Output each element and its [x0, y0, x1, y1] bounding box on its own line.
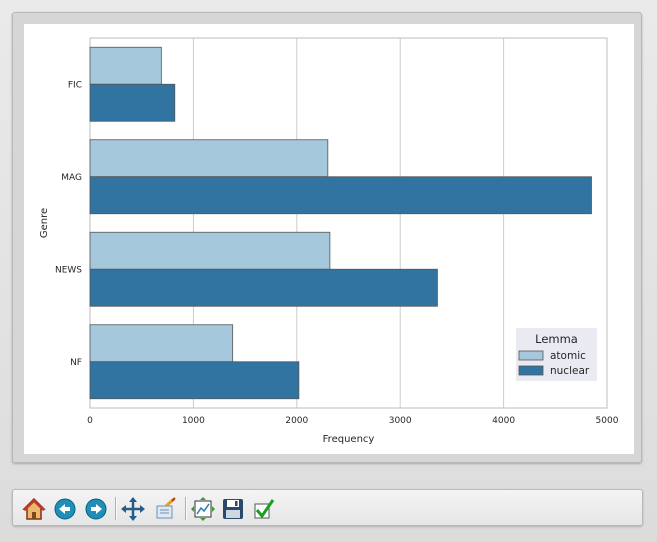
y-tick-label: FIC [68, 80, 82, 90]
bar-nuclear-nf [89, 361, 300, 400]
floppy-disk-icon [223, 499, 243, 519]
y-tick-label: NF [70, 358, 82, 368]
legend-swatch-nuclear [518, 365, 544, 376]
pan-button[interactable] [120, 496, 146, 522]
figure-window: FIC MAG NEWS NF 0 1000 2000 3000 4000 5000 Frequen… [12, 12, 642, 463]
plot-frame [89, 37, 608, 409]
legend-label-nuclear: nuclear [550, 365, 590, 377]
x-tick-label: 3000 [389, 416, 412, 426]
x-tick-label: 5000 [596, 416, 619, 426]
bar-chart: FIC MAG NEWS NF 0 1000 2000 3000 4000 5000 Frequen… [39, 37, 619, 445]
bar-nuclear-mag [89, 176, 592, 215]
zoom-rect-icon [156, 497, 176, 519]
right-arrow-icon [85, 498, 107, 520]
toolbar-separator [185, 497, 187, 520]
bar-atomic-fic [89, 46, 162, 85]
x-tick-label: 2000 [285, 416, 308, 426]
figure-canvas: FIC MAG NEWS NF 0 1000 2000 3000 4000 5000 Frequen… [24, 24, 634, 454]
toolbar-separator [115, 497, 117, 520]
home-button[interactable] [21, 496, 47, 522]
x-tick-label: 4000 [492, 416, 515, 426]
bar-atomic-mag [89, 139, 329, 178]
bar-atomic-news [89, 231, 331, 270]
forward-button[interactable] [83, 496, 109, 522]
subplots-icon [191, 497, 215, 521]
bar-nuclear-news [89, 268, 438, 307]
y-tick-label: NEWS [55, 265, 82, 275]
y-axis-label: Genre [39, 208, 50, 238]
home-icon [22, 497, 46, 520]
navigation-toolbar [12, 489, 643, 526]
legend-title: Lemma [535, 332, 578, 346]
checkmark-icon [254, 499, 275, 519]
y-tick-label: MAG [61, 173, 82, 183]
bar-atomic-nf [89, 324, 234, 363]
edit-button[interactable] [251, 496, 277, 522]
legend-label-atomic: atomic [550, 350, 586, 362]
save-button[interactable] [220, 496, 246, 522]
subplots-button[interactable] [190, 496, 216, 522]
x-tick-label: 1000 [182, 416, 205, 426]
move-icon [121, 497, 145, 521]
x-axis-label: Frequency [323, 434, 375, 445]
zoom-button[interactable] [153, 496, 179, 522]
back-button[interactable] [52, 496, 78, 522]
x-tick-label: 0 [87, 416, 93, 426]
left-arrow-icon [54, 498, 76, 520]
legend-swatch-atomic [518, 350, 544, 361]
bar-nuclear-fic [89, 83, 176, 122]
